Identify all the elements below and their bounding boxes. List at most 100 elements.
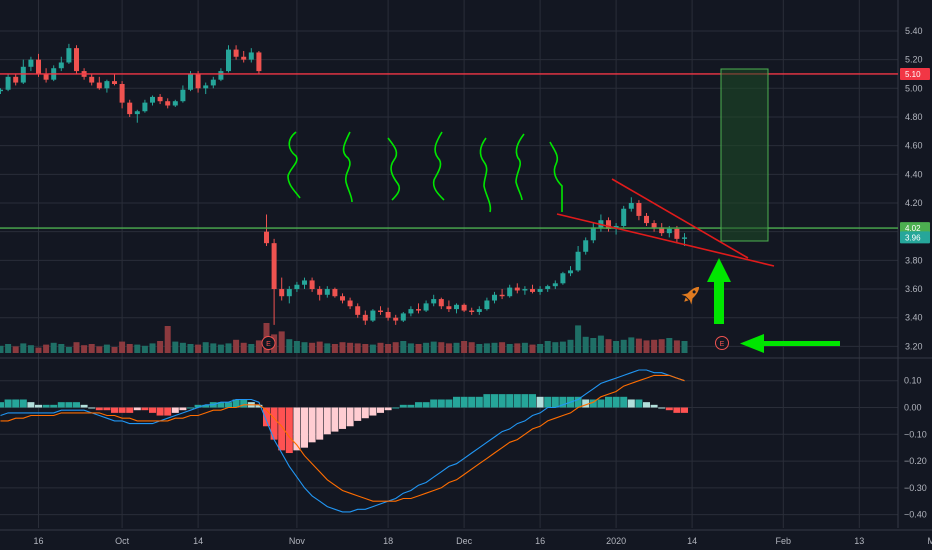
volume-bar <box>58 344 65 353</box>
candle-body <box>150 96 155 103</box>
candle-body <box>476 309 482 312</box>
candle-body <box>431 299 437 304</box>
volume-bar <box>149 343 156 353</box>
macd-histogram <box>0 394 688 454</box>
macd-hist-bar <box>50 404 58 408</box>
time-tick-label: Feb <box>776 536 792 546</box>
volume-bar <box>255 340 262 353</box>
price-tick-label: 3.20 <box>905 341 923 351</box>
macd-hist-bar <box>12 399 20 408</box>
candle-body <box>499 294 505 297</box>
squiggle-2[interactable] <box>342 131 353 203</box>
volume-bar <box>286 339 293 353</box>
candle-body <box>28 59 34 67</box>
volume-bar <box>103 344 110 353</box>
candle-body <box>0 89 3 92</box>
volume-bar <box>468 342 475 353</box>
volume-bar <box>225 343 232 353</box>
macd-hist-bar <box>141 407 149 411</box>
volume-bar <box>658 339 665 353</box>
macd-hist-bar <box>620 396 628 408</box>
volume-bar <box>377 342 384 353</box>
candle-body <box>20 66 26 83</box>
macd-hist-bar <box>407 404 415 408</box>
macd-tick-label: 0.00 <box>904 403 922 413</box>
volume-bar <box>210 343 217 353</box>
macd-hist-bar <box>445 399 453 408</box>
volume-bar <box>134 344 141 353</box>
macd-hist-bar <box>278 407 286 451</box>
price-tick-label: 5.00 <box>905 83 923 93</box>
time-tick-label: 14 <box>193 536 203 546</box>
up-arrow-shaft <box>714 280 724 324</box>
volume-bar <box>499 342 506 353</box>
upper-trendline[interactable] <box>611 178 749 259</box>
squiggle-1[interactable] <box>287 131 301 199</box>
volume-bar <box>407 343 414 353</box>
macd-hist-bar <box>171 407 179 413</box>
candle-body <box>446 306 452 310</box>
volume-bar <box>43 344 50 353</box>
macd-hist-bar <box>665 407 673 411</box>
squiggle-6[interactable] <box>515 133 525 201</box>
macd-hist-bar <box>506 394 514 408</box>
candle-body <box>119 83 125 103</box>
volume-bar <box>423 342 430 353</box>
volume-bar <box>5 344 12 353</box>
candle-body <box>400 313 406 321</box>
candle-body <box>142 102 148 112</box>
squiggle-5[interactable] <box>479 137 492 213</box>
volume-bar <box>544 341 551 353</box>
volume-bar <box>369 344 376 353</box>
left-arrow-head[interactable] <box>740 334 764 353</box>
squiggle-4[interactable] <box>432 131 445 201</box>
volume-bar <box>385 344 392 353</box>
macd-lines <box>0 369 685 513</box>
macd-hist-bar <box>605 396 612 408</box>
volume-bar <box>362 344 369 353</box>
lower-trendline[interactable] <box>556 213 775 267</box>
macd-hist-bar <box>73 402 80 408</box>
volume-bar <box>309 342 316 353</box>
volume-bar <box>666 338 673 353</box>
squiggle-7[interactable] <box>549 141 563 212</box>
volume-bar <box>575 325 582 353</box>
macd-hist-bar <box>650 404 658 408</box>
volume-bar <box>347 342 354 353</box>
volume-bar <box>164 326 171 353</box>
earnings-marker-label: E <box>266 341 271 348</box>
volume-bar <box>119 341 126 353</box>
macd-hist-bar <box>498 394 506 408</box>
price-tick-label: 3.80 <box>905 255 923 265</box>
squiggle-3[interactable] <box>387 137 401 201</box>
macd-hist-bar <box>415 402 422 408</box>
volume-bar <box>483 343 490 353</box>
macd-hist-bar <box>673 407 681 413</box>
candle-body <box>568 270 573 274</box>
volume-bar <box>157 341 164 353</box>
candle-body <box>218 71 224 80</box>
target-box[interactable] <box>720 68 769 242</box>
price-tick-label: 5.40 <box>905 26 923 36</box>
candle-body <box>104 81 110 89</box>
candle-body <box>438 299 444 307</box>
volume-bar <box>50 342 57 353</box>
up-arrow-head[interactable] <box>707 258 731 282</box>
volume-bar <box>620 339 627 353</box>
candle-body <box>256 52 262 72</box>
time-tick-label: 16 <box>33 536 43 546</box>
macd-hist-bar <box>103 407 111 411</box>
volume-bar <box>195 344 202 353</box>
signal-line <box>0 374 685 502</box>
macd-hist-bar <box>187 407 194 409</box>
macd-hist-bar <box>483 394 491 408</box>
volume-bar <box>582 336 589 353</box>
annotations[interactable] <box>287 68 840 353</box>
candle-body <box>659 227 665 234</box>
candle-body <box>5 76 11 90</box>
candle-body <box>210 79 216 86</box>
macd-hist-bar <box>453 396 460 408</box>
